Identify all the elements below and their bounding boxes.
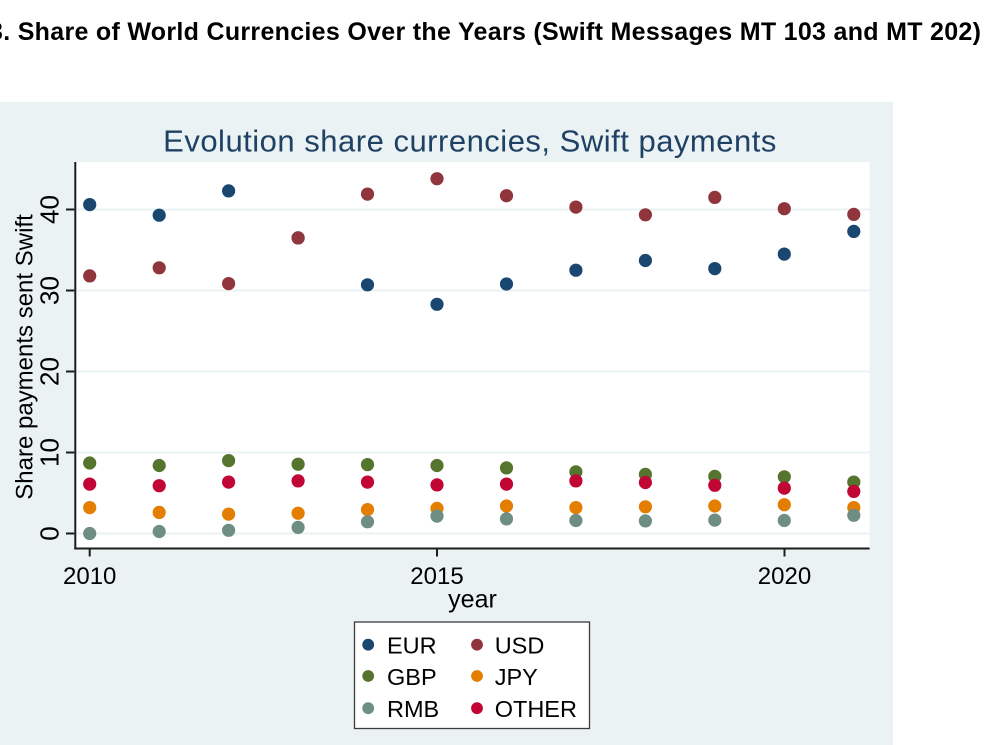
svg-text:JPY: JPY [495,664,538,690]
svg-text:2015: 2015 [410,563,463,590]
svg-text:RMB: RMB [387,696,439,722]
svg-text:GBP: GBP [387,664,437,690]
svg-text:30: 30 [35,276,65,305]
svg-text:Evolution share currencies, Sw: Evolution share currencies, Swift paymen… [163,124,777,159]
svg-text:2010: 2010 [63,563,116,590]
svg-text:EUR: EUR [387,633,437,659]
svg-text:OTHER: OTHER [495,696,577,722]
svg-text:0: 0 [35,526,65,540]
svg-text:year: year [448,586,497,614]
svg-text:20: 20 [35,357,65,386]
svg-text:USD: USD [495,633,545,659]
svg-text:Share payments sent Swift: Share payments sent Swift [12,214,39,500]
svg-text:10: 10 [35,438,65,467]
svg-text:40: 40 [35,195,65,224]
svg-text:2020: 2020 [758,563,811,590]
